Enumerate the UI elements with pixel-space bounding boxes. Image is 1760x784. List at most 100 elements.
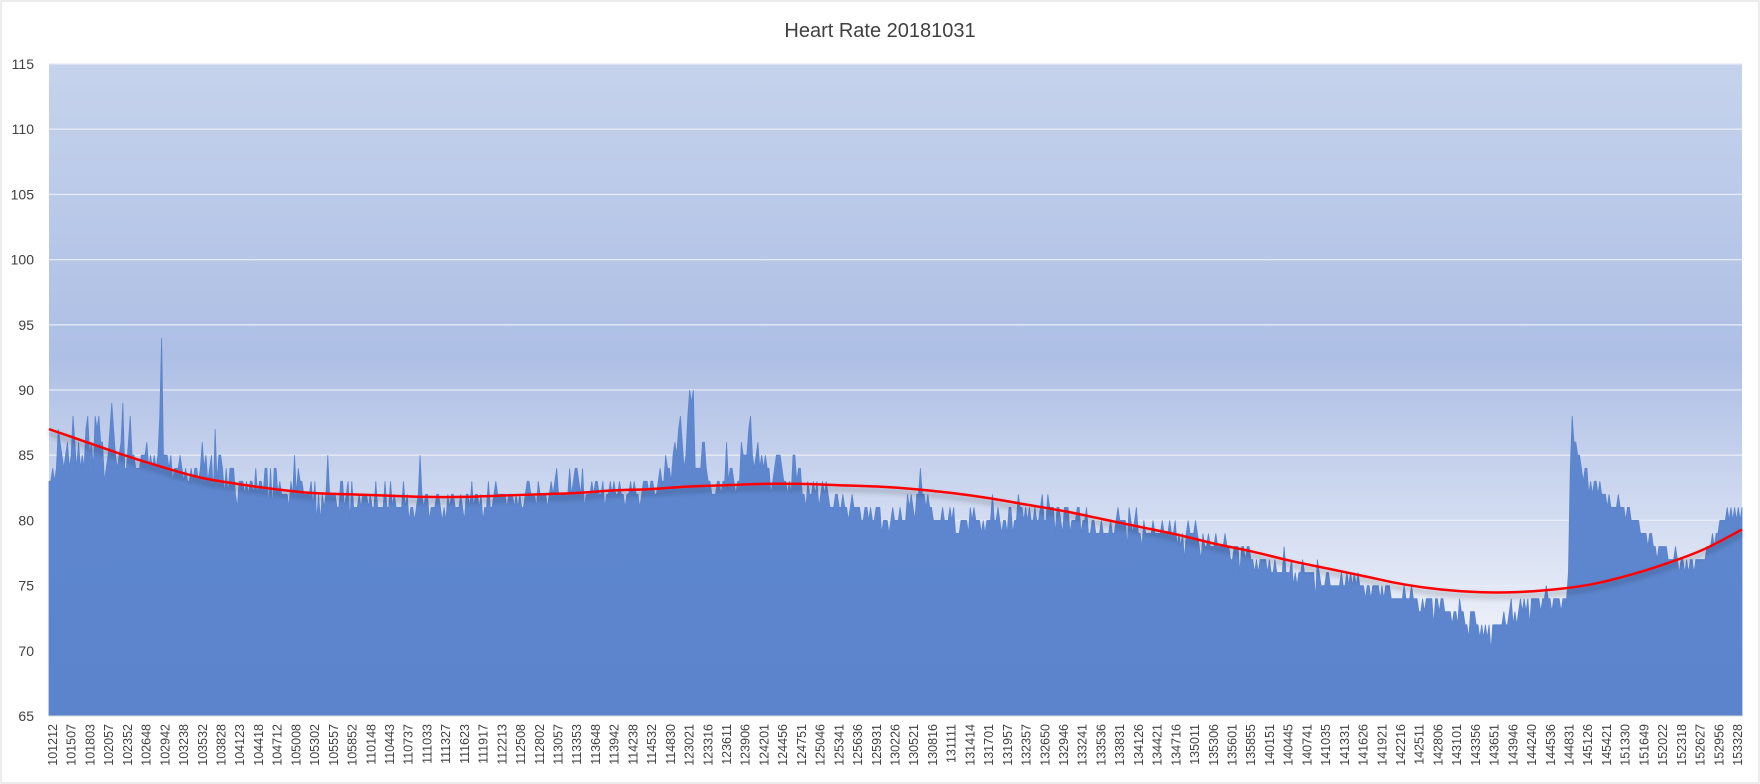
y-tick-label: 95 — [18, 317, 34, 333]
x-tick-label: 133536 — [1094, 724, 1108, 766]
x-tick-label: 141331 — [1338, 724, 1352, 766]
y-tick-label: 80 — [18, 512, 34, 528]
x-tick-label: 114830 — [664, 724, 678, 765]
y-tick-label: 90 — [18, 382, 34, 398]
x-tick-label: 131701 — [982, 724, 996, 766]
x-tick-label: 132357 — [1020, 724, 1034, 766]
x-tick-label: 142216 — [1394, 724, 1408, 766]
x-axis: 101212 101507 101803 102057 102352 102648 1029… — [46, 715, 1745, 766]
x-tick-label: 145421 — [1600, 724, 1614, 766]
x-tick-label: 132946 — [1057, 724, 1071, 766]
x-tick-label: 141626 — [1357, 724, 1371, 766]
x-tick-label: 110148 — [364, 724, 378, 765]
x-tick-label: 131957 — [1001, 724, 1015, 766]
x-tick-label: 140741 — [1300, 724, 1314, 766]
x-tick-label: 124456 — [776, 724, 790, 766]
x-tick-label: 143101 — [1450, 724, 1464, 766]
x-tick-label: 132650 — [1038, 724, 1052, 766]
x-tick-label: 111327 — [439, 724, 453, 764]
x-tick-label: 153328 — [1731, 724, 1745, 766]
x-tick-label: 111033 — [420, 724, 434, 764]
x-tick-label: 142806 — [1431, 724, 1445, 766]
x-tick-label: 140445 — [1282, 724, 1296, 766]
x-tick-label: 110443 — [383, 724, 397, 765]
x-tick-label: 135306 — [1207, 724, 1221, 766]
x-tick-label: 111623 — [458, 724, 472, 764]
x-tick-label: 102352 — [121, 724, 135, 766]
x-tick-label: 113057 — [552, 724, 566, 765]
x-tick-label: 124751 — [795, 724, 809, 766]
x-tick-label: 152022 — [1656, 724, 1670, 766]
x-tick-label: 125931 — [870, 724, 884, 766]
x-tick-label: 113353 — [570, 724, 584, 765]
x-tick-label: 103828 — [215, 724, 229, 766]
x-tick-label: 144831 — [1563, 724, 1577, 766]
x-tick-label: 105557 — [327, 724, 341, 766]
x-tick-label: 151649 — [1637, 724, 1651, 766]
x-tick-label: 125636 — [851, 724, 865, 766]
x-tick-label: 123021 — [683, 724, 697, 766]
chart-title: Heart Rate 20181031 — [784, 20, 975, 42]
x-tick-label: 104418 — [252, 724, 266, 766]
x-tick-label: 123316 — [701, 724, 715, 766]
y-tick-label: 115 — [12, 56, 35, 72]
trendline-group — [48, 427, 1743, 594]
x-tick-label: 152318 — [1675, 724, 1689, 766]
x-tick-label: 131111 — [945, 724, 959, 763]
x-tick-label: 130521 — [907, 724, 921, 766]
y-tick-label: 110 — [12, 121, 35, 137]
x-tick-label: 135601 — [1226, 724, 1240, 766]
x-tick-label: 103532 — [196, 724, 210, 766]
x-tick-label: 125341 — [832, 724, 846, 766]
x-tick-label: 104123 — [233, 724, 247, 766]
y-tick-label: 105 — [11, 186, 35, 202]
x-tick-label: 134716 — [1169, 724, 1183, 766]
x-tick-label: 114238 — [626, 724, 640, 765]
x-tick-label: 110737 — [402, 724, 416, 765]
x-tick-label: 130816 — [926, 724, 940, 766]
x-tick-label: 134126 — [1132, 724, 1146, 766]
x-tick-label: 101803 — [83, 724, 97, 766]
y-tick-label: 85 — [18, 447, 34, 463]
y-tick-label: 100 — [11, 252, 35, 268]
x-tick-label: 141921 — [1375, 724, 1389, 766]
y-axis: 65 70 75 80 85 90 95 100 105 110 115 — [11, 56, 35, 724]
x-tick-label: 134421 — [1151, 724, 1165, 766]
x-tick-label: 105302 — [308, 724, 322, 766]
x-tick-label: 142511 — [1413, 724, 1427, 765]
x-tick-label: 131414 — [963, 724, 977, 766]
x-tick-label: 145126 — [1581, 724, 1595, 766]
x-tick-label: 113648 — [589, 724, 603, 765]
x-tick-label: 133241 — [1076, 724, 1090, 766]
x-tick-label: 135011 — [1188, 724, 1202, 765]
x-tick-label: 144240 — [1525, 724, 1539, 766]
x-tick-label: 135855 — [1244, 724, 1258, 766]
x-tick-label: 143651 — [1488, 724, 1502, 766]
x-tick-label: 123611 — [720, 724, 734, 765]
x-tick-label: 133831 — [1113, 724, 1127, 766]
x-tick-label: 124201 — [757, 724, 771, 766]
x-tick-label: 141035 — [1319, 724, 1333, 766]
x-tick-label: 143356 — [1469, 724, 1483, 766]
trendline — [48, 427, 1743, 594]
x-tick-label: 130226 — [889, 724, 903, 766]
x-tick-label: 152627 — [1694, 724, 1708, 766]
x-tick-label: 101212 — [46, 724, 60, 766]
x-tick-label: 112213 — [495, 724, 509, 765]
x-tick-label: 152956 — [1712, 724, 1726, 766]
x-tick-label: 144536 — [1544, 724, 1558, 766]
x-tick-label: 151330 — [1619, 724, 1633, 766]
x-tick-label: 101507 — [65, 724, 79, 766]
x-tick-label: 102942 — [158, 724, 172, 766]
y-tick-label: 75 — [18, 578, 34, 594]
x-tick-label: 102057 — [102, 724, 116, 766]
x-tick-label: 102648 — [140, 724, 154, 766]
x-tick-label: 143946 — [1506, 724, 1520, 766]
x-tick-label: 104712 — [271, 724, 285, 766]
x-tick-label: 112802 — [533, 724, 547, 765]
x-tick-label: 114532 — [645, 724, 659, 765]
x-tick-label: 112508 — [514, 724, 528, 765]
y-tick-label: 70 — [18, 643, 34, 659]
